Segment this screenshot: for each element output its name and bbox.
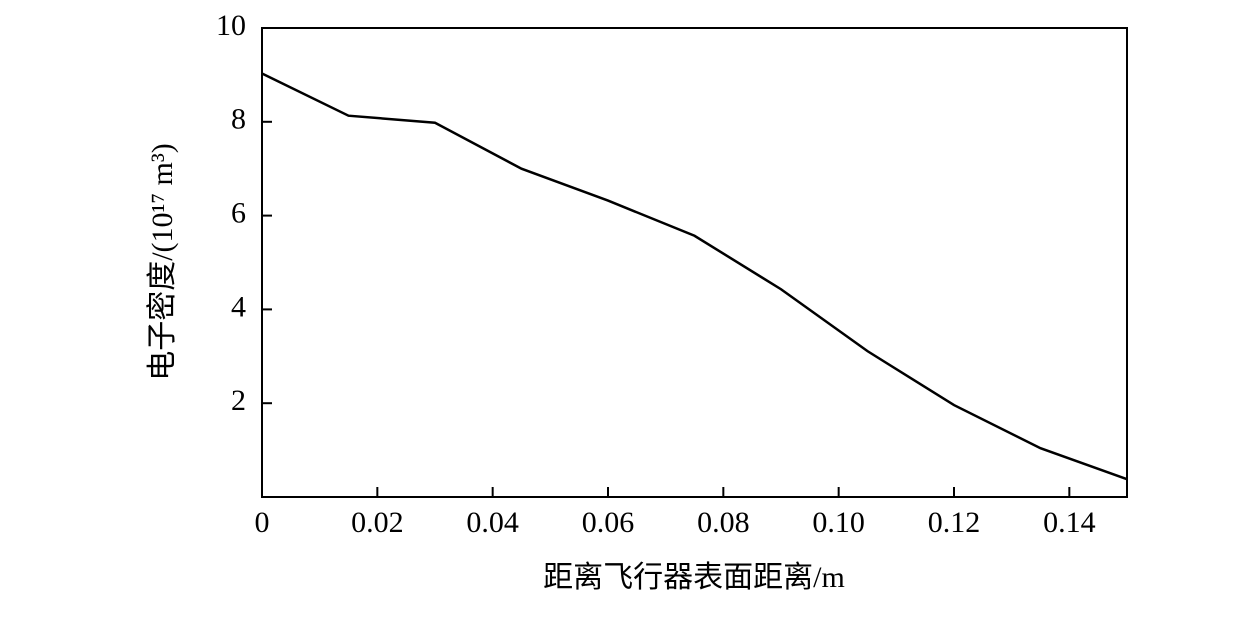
x-tick-label: 0.04 [466,506,519,539]
x-tick-label: 0.02 [351,506,404,539]
data-line [261,72,1128,481]
y-tick-label: 2 [231,384,246,417]
y-tick-label: 10 [216,9,246,42]
x-tick-label: 0.08 [697,506,750,539]
plot-frame [261,27,1128,498]
x-tick-label: 0.12 [928,506,981,539]
x-tick-label: 0.14 [1043,506,1096,539]
y-tick-label: 4 [231,290,246,323]
y-axis-label: 电子密度/(10¹⁷ m³) [146,143,179,381]
x-tick-label: 0.06 [582,506,635,539]
y-tick-label: 6 [231,196,246,229]
x-tick-label: 0 [255,506,270,539]
y-tick-label: 8 [231,103,246,136]
x-tick-label: 0.10 [812,506,865,539]
x-axis-label: 距离飞行器表面距离/m [543,561,845,594]
